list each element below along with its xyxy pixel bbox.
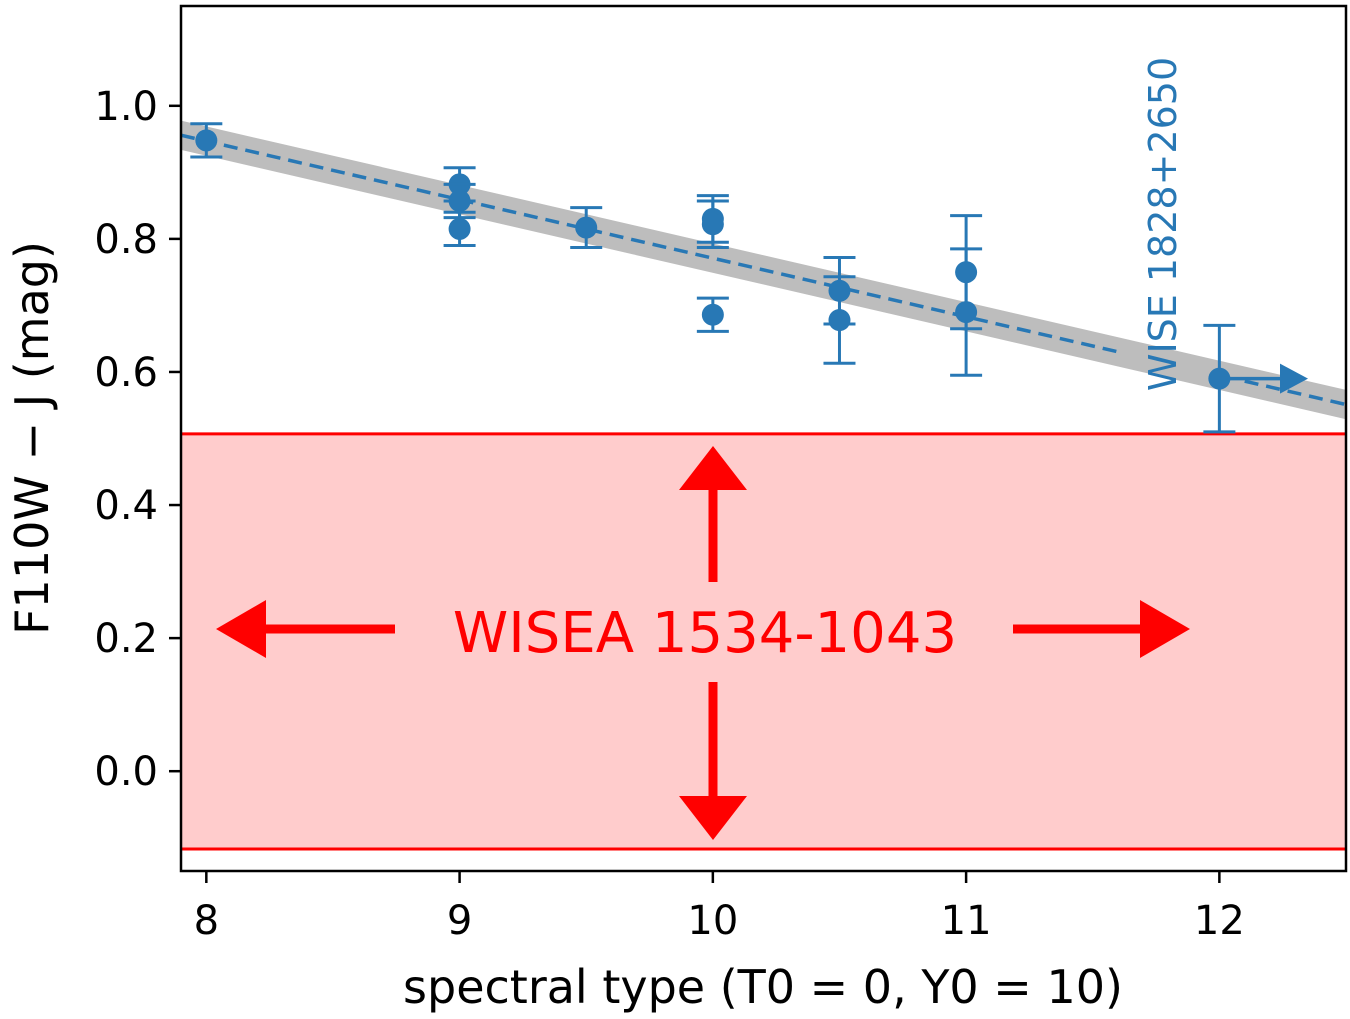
x-axis-label: spectral type (T0 = 0, Y0 = 10) — [403, 960, 1123, 1014]
fit-line — [1244, 379, 1346, 407]
x-tick-label: 11 — [941, 898, 992, 944]
plot-frame — [179, 4, 1348, 873]
wise-1828-label: WISE 1828+2650 — [1141, 57, 1185, 391]
region-arrow-right-head — [1140, 600, 1190, 658]
y-tick-label: 0.4 — [94, 483, 158, 529]
x-tick-label: 10 — [687, 898, 738, 944]
y-tick-label: 0.6 — [94, 350, 158, 396]
data-point — [696, 296, 729, 333]
data-point — [823, 275, 856, 365]
annotation-layer — [216, 363, 1309, 840]
y-tick-label: 0.2 — [94, 616, 158, 662]
data-marker — [448, 217, 471, 240]
ticks-layer: 8 9 10 11 12 0.0 0.2 0.4 0.6 0.8 1.0 — [94, 84, 1244, 944]
data-marker — [448, 189, 471, 212]
region-arrow-down-head — [679, 796, 747, 840]
data-marker — [701, 303, 724, 326]
points-layer — [190, 122, 1236, 434]
data-marker — [195, 129, 218, 152]
x-tick-label: 12 — [1194, 898, 1245, 944]
data-marker — [575, 216, 598, 239]
y-axis-label: F110W − J (mag) — [5, 241, 59, 635]
data-point — [190, 122, 223, 159]
data-marker — [955, 301, 978, 324]
region-arrow-up-head — [679, 446, 747, 490]
y-tick-label: 0.0 — [94, 749, 158, 795]
data-point — [443, 210, 476, 248]
x-tick-label: 9 — [447, 898, 472, 944]
data-marker — [828, 309, 851, 332]
region-arrow-left-head — [216, 600, 266, 658]
y-tick-label: 1.0 — [94, 84, 158, 130]
x-tick-label: 8 — [194, 898, 219, 944]
data-point — [570, 206, 603, 250]
data-point — [696, 199, 729, 250]
data-marker — [701, 213, 724, 236]
limit-arrow-head — [1280, 363, 1309, 394]
y-tick-label: 0.8 — [94, 217, 158, 263]
data-point — [950, 247, 983, 377]
region-label: WISEA 1534-1043 — [453, 601, 957, 666]
